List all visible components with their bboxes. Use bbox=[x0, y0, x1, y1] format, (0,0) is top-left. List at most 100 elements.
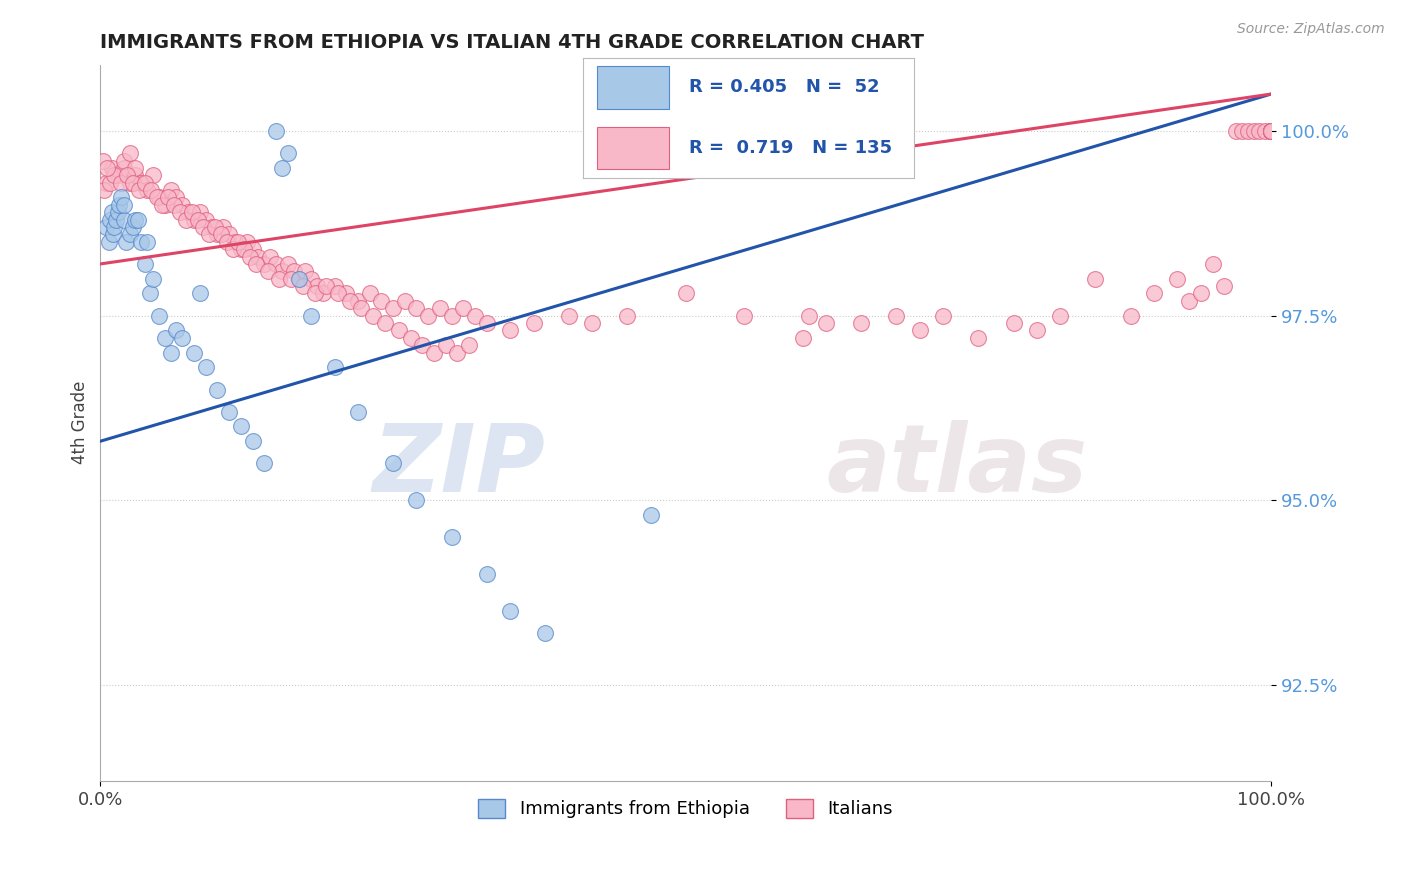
Point bbox=[394, 293, 416, 308]
Point bbox=[815, 316, 838, 330]
Text: Source: ZipAtlas.com: Source: ZipAtlas.com bbox=[1237, 22, 1385, 37]
Point bbox=[370, 293, 392, 308]
Point bbox=[440, 309, 463, 323]
Point bbox=[347, 405, 370, 419]
Point bbox=[124, 161, 146, 175]
Point bbox=[174, 212, 197, 227]
Point bbox=[207, 227, 229, 242]
Point bbox=[117, 169, 139, 183]
Point bbox=[124, 169, 146, 183]
Point bbox=[908, 323, 931, 337]
Point bbox=[104, 212, 127, 227]
Point bbox=[153, 331, 176, 345]
Point bbox=[405, 493, 427, 508]
Point bbox=[581, 316, 603, 330]
Point bbox=[640, 508, 662, 522]
Point bbox=[315, 279, 337, 293]
Point bbox=[127, 212, 149, 227]
Point bbox=[229, 419, 252, 434]
Point bbox=[374, 316, 396, 330]
Point bbox=[1230, 124, 1253, 138]
Point bbox=[361, 309, 384, 323]
Point bbox=[1260, 124, 1282, 138]
Point bbox=[247, 250, 270, 264]
Point bbox=[264, 124, 287, 138]
Point bbox=[270, 264, 292, 278]
Point bbox=[429, 301, 451, 316]
Point bbox=[1236, 124, 1258, 138]
Point bbox=[446, 345, 468, 359]
Point bbox=[1260, 124, 1282, 138]
Point bbox=[399, 331, 422, 345]
Point bbox=[96, 161, 118, 175]
Point bbox=[96, 219, 118, 234]
Point bbox=[277, 257, 299, 271]
Point bbox=[1260, 124, 1282, 138]
Point bbox=[1260, 124, 1282, 138]
Point bbox=[299, 309, 322, 323]
Point bbox=[235, 235, 257, 249]
Point bbox=[1166, 271, 1188, 285]
Point bbox=[148, 190, 170, 204]
Point bbox=[180, 205, 202, 219]
Point bbox=[932, 309, 955, 323]
Point bbox=[710, 124, 733, 138]
Point bbox=[215, 235, 238, 249]
Point bbox=[183, 345, 205, 359]
Point bbox=[434, 338, 457, 352]
Point bbox=[157, 190, 180, 204]
Text: IMMIGRANTS FROM ETHIOPIA VS ITALIAN 4TH GRADE CORRELATION CHART: IMMIGRANTS FROM ETHIOPIA VS ITALIAN 4TH … bbox=[100, 33, 924, 52]
Point bbox=[242, 434, 264, 449]
Point bbox=[1119, 309, 1142, 323]
Point bbox=[616, 309, 638, 323]
Point bbox=[107, 205, 129, 219]
Point bbox=[423, 345, 446, 359]
Point bbox=[218, 227, 240, 242]
Point bbox=[218, 405, 240, 419]
Point bbox=[239, 250, 262, 264]
Point bbox=[1260, 124, 1282, 138]
Point bbox=[522, 316, 544, 330]
Point bbox=[233, 242, 256, 256]
Point bbox=[1002, 316, 1025, 330]
Point bbox=[1143, 286, 1166, 301]
Point bbox=[122, 176, 145, 190]
Bar bbox=[596, 127, 669, 169]
Point bbox=[139, 183, 162, 197]
Point bbox=[118, 146, 141, 161]
Point bbox=[212, 219, 235, 234]
Point bbox=[382, 301, 405, 316]
Point bbox=[675, 286, 697, 301]
Point bbox=[159, 345, 181, 359]
Point bbox=[359, 286, 381, 301]
Point bbox=[165, 190, 187, 204]
Point bbox=[142, 169, 165, 183]
Point bbox=[194, 360, 217, 375]
Point bbox=[186, 212, 208, 227]
Point bbox=[280, 271, 302, 285]
Point bbox=[733, 309, 755, 323]
Point bbox=[112, 212, 135, 227]
Point bbox=[264, 257, 287, 271]
Point bbox=[1084, 271, 1107, 285]
Point bbox=[1189, 286, 1212, 301]
Point bbox=[142, 271, 165, 285]
Point bbox=[335, 286, 357, 301]
Point bbox=[270, 161, 292, 175]
Point bbox=[1260, 124, 1282, 138]
Point bbox=[347, 293, 370, 308]
Point bbox=[305, 279, 328, 293]
Point bbox=[136, 183, 159, 197]
Point bbox=[1225, 124, 1247, 138]
Point bbox=[967, 331, 990, 345]
Point bbox=[411, 338, 433, 352]
Point bbox=[221, 242, 243, 256]
Text: ZIP: ZIP bbox=[373, 420, 546, 512]
Point bbox=[188, 205, 211, 219]
Point bbox=[159, 183, 181, 197]
Point bbox=[253, 456, 276, 470]
Point bbox=[209, 227, 232, 242]
Point bbox=[453, 301, 475, 316]
Point bbox=[291, 279, 314, 293]
Point bbox=[198, 227, 221, 242]
